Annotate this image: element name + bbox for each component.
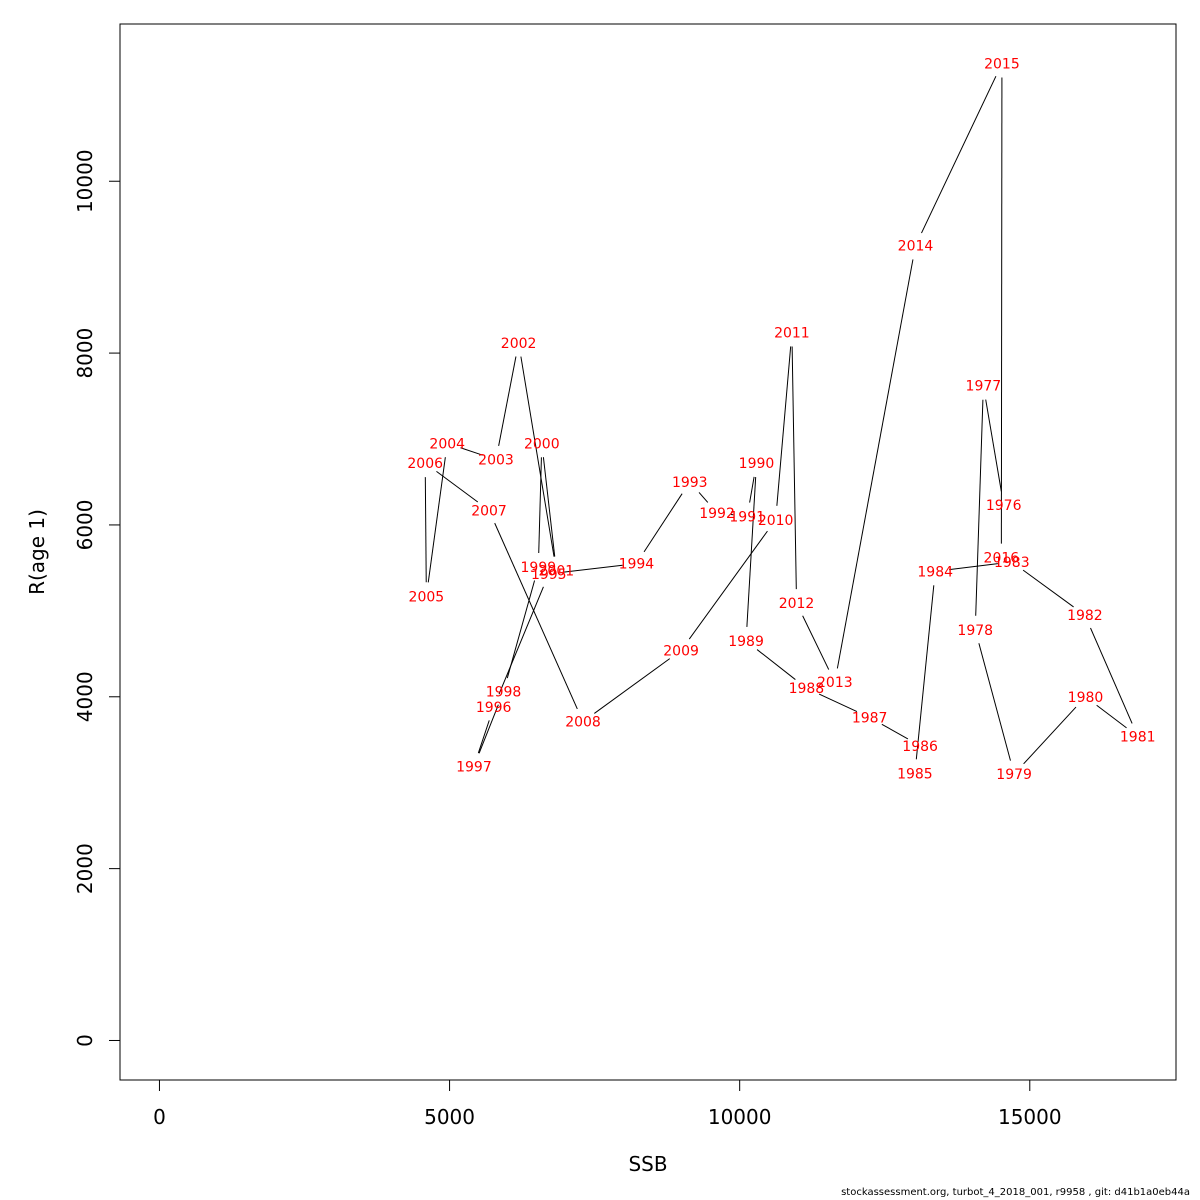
series-segment xyxy=(427,457,446,583)
point-label-1979: 1979 xyxy=(996,767,1032,783)
y-tick-label: 2000 xyxy=(73,843,97,894)
series-segment xyxy=(562,564,623,573)
series-segment xyxy=(881,723,909,740)
series-segment xyxy=(749,476,755,503)
series-segment xyxy=(494,522,578,710)
series-segment xyxy=(477,720,490,754)
y-tick-label: 10000 xyxy=(73,149,97,213)
point-label-2003: 2003 xyxy=(478,453,514,469)
series-segment xyxy=(818,693,858,712)
series-segment xyxy=(791,346,797,590)
point-label-1994: 1994 xyxy=(619,557,655,573)
x-tick-label: 15000 xyxy=(998,1105,1062,1129)
point-label-2008: 2008 xyxy=(565,715,601,731)
series-segment xyxy=(542,457,556,557)
point-label-1992: 1992 xyxy=(699,506,735,522)
point-label-1998: 1998 xyxy=(486,685,522,701)
point-label-1976: 1976 xyxy=(986,498,1022,514)
series-segment xyxy=(1000,77,1003,544)
point-label-1999: 1999 xyxy=(521,560,557,576)
point-label-1995: 1995 xyxy=(531,567,567,583)
point-label-1986: 1986 xyxy=(902,739,938,755)
point-label-2009: 2009 xyxy=(663,643,699,659)
series-segment xyxy=(915,585,935,760)
series-segment xyxy=(985,399,1002,492)
y-tick-label: 0 xyxy=(73,1034,97,1047)
series-segment xyxy=(756,649,796,680)
point-label-1996: 1996 xyxy=(476,700,512,716)
point-label-1989: 1989 xyxy=(728,634,764,650)
series-segment xyxy=(949,563,998,571)
point-label-1978: 1978 xyxy=(957,623,993,639)
point-label-1983: 1983 xyxy=(994,555,1030,571)
series-line xyxy=(424,75,1133,765)
point-label-2016: 2016 xyxy=(984,551,1020,567)
x-axis: 0 5000 10000 15000 xyxy=(153,1079,1062,1129)
point-labels: 1976 1977 1978 1979 1980 1981 1982 1983 1984 1985… xyxy=(407,57,1155,784)
point-label-1991: 1991 xyxy=(729,509,765,525)
point-label-2001: 2001 xyxy=(539,563,575,579)
point-label-1977: 1977 xyxy=(966,379,1002,395)
footer-credit: stockassessment.org, turbot_4_2018_001, … xyxy=(841,1187,1190,1198)
series-segment xyxy=(746,477,757,627)
series-segment xyxy=(1096,704,1127,729)
x-tick-label: 5000 xyxy=(424,1105,475,1129)
point-label-2013: 2013 xyxy=(817,675,853,691)
series-segment xyxy=(802,615,830,670)
point-label-2004: 2004 xyxy=(429,436,465,452)
series-segment xyxy=(921,75,997,234)
point-label-2015: 2015 xyxy=(984,57,1020,73)
y-axis-title: R(age 1) xyxy=(25,509,49,595)
series-segment xyxy=(498,586,544,695)
series-segment xyxy=(594,658,671,714)
series-segment xyxy=(520,356,555,557)
point-label-1990: 1990 xyxy=(739,456,775,472)
series-segment xyxy=(1023,706,1077,765)
point-label-2014: 2014 xyxy=(898,239,934,255)
point-label-1993: 1993 xyxy=(672,475,708,491)
point-label-2010: 2010 xyxy=(758,513,794,529)
point-label-1997: 1997 xyxy=(456,759,492,775)
point-label-2002: 2002 xyxy=(501,336,537,352)
series-segment xyxy=(978,643,1011,761)
series-segment xyxy=(1022,569,1074,608)
series-segment xyxy=(424,477,427,583)
y-tick-label: 4000 xyxy=(73,671,97,722)
series-segment xyxy=(688,530,768,640)
x-tick-label: 10000 xyxy=(708,1105,772,1129)
series-segment xyxy=(506,580,536,679)
point-label-1980: 1980 xyxy=(1068,690,1104,706)
series-segment xyxy=(698,492,709,503)
series-segment xyxy=(776,346,792,506)
point-label-1985: 1985 xyxy=(897,766,933,782)
y-axis: 0 2000 4000 6000 8000 10000 xyxy=(73,149,121,1047)
series-segment xyxy=(498,356,517,446)
point-label-1987: 1987 xyxy=(852,710,888,726)
point-label-1981: 1981 xyxy=(1120,729,1156,745)
x-tick-label: 0 xyxy=(153,1105,166,1129)
series-segment xyxy=(460,447,483,456)
series-segment xyxy=(975,399,984,616)
series-segment xyxy=(538,457,542,554)
point-label-2012: 2012 xyxy=(779,596,815,612)
series-segment xyxy=(436,470,479,503)
point-label-2005: 2005 xyxy=(409,589,445,605)
point-label-2000: 2000 xyxy=(524,436,560,452)
point-label-1982: 1982 xyxy=(1067,608,1103,624)
point-label-1984: 1984 xyxy=(917,564,953,580)
series-segment xyxy=(836,259,914,669)
point-label-2006: 2006 xyxy=(407,456,443,472)
y-tick-label: 6000 xyxy=(73,499,97,550)
series-segment xyxy=(1090,627,1133,724)
point-label-2007: 2007 xyxy=(471,503,507,519)
series-segment xyxy=(643,493,683,553)
y-tick-label: 8000 xyxy=(73,328,97,379)
series-segment xyxy=(478,704,499,754)
point-label-2011: 2011 xyxy=(774,325,810,341)
x-axis-title: SSB xyxy=(628,1152,667,1176)
point-label-1988: 1988 xyxy=(789,681,825,697)
